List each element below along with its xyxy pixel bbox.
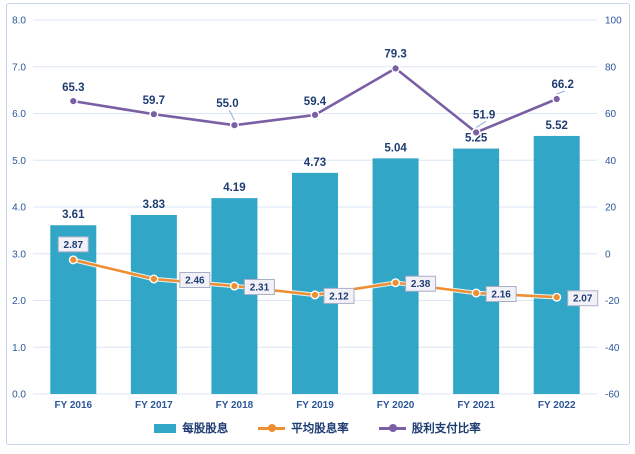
point-label-box xyxy=(243,279,275,296)
point-label-box xyxy=(567,290,599,307)
line-dot-marker xyxy=(388,424,397,432)
legend-item-label: 股利支付比率 xyxy=(411,423,481,435)
point-label-box xyxy=(485,286,517,303)
point-label: 2.07 xyxy=(573,294,593,305)
line-dot-icon xyxy=(378,424,406,432)
bar xyxy=(211,198,258,394)
bar xyxy=(533,135,580,394)
category-label: FY 2019 xyxy=(296,400,334,411)
legend-item-average-dividend-yield: 平均股息率 xyxy=(258,420,349,436)
right-axis-tick-label: 0 xyxy=(605,249,611,260)
right-axis-tick-label: -40 xyxy=(605,343,620,354)
bar-value-label: 5.52 xyxy=(546,120,568,132)
line-point xyxy=(149,274,159,284)
point-label-box xyxy=(323,287,355,304)
right-axis-tick-label: -20 xyxy=(605,296,620,307)
right-axis-tick-label: 20 xyxy=(605,203,617,214)
left-axis-tick-label: 6.0 xyxy=(12,109,26,120)
line-point xyxy=(229,120,239,130)
point-label: 2.46 xyxy=(185,275,205,286)
legend-item-label: 每股股息 xyxy=(182,423,229,435)
bar-value-label: 4.19 xyxy=(223,182,245,194)
bar xyxy=(130,214,177,394)
bar-swatch-icon xyxy=(154,423,177,433)
bar xyxy=(50,225,97,394)
left-axis-tick-label: 4.0 xyxy=(12,203,26,214)
point-label: 66.2 xyxy=(552,79,574,91)
point-label: 59.7 xyxy=(143,95,165,107)
point-label-box xyxy=(179,271,211,288)
bar xyxy=(453,148,500,394)
left-axis-tick-label: 5.0 xyxy=(12,156,26,167)
right-axis-tick-label: 40 xyxy=(605,156,617,167)
line-point xyxy=(552,292,562,302)
leader-line xyxy=(556,90,565,95)
bar xyxy=(292,172,338,394)
right-axis-tick-label: 80 xyxy=(605,62,617,73)
point-label: 59.4 xyxy=(304,96,327,108)
line-point xyxy=(552,94,562,104)
legend-item-label: 平均股息率 xyxy=(291,423,349,435)
bar-value-label: 3.83 xyxy=(143,199,165,211)
left-axis-tick-label: 0.0 xyxy=(12,390,26,401)
line-point xyxy=(68,96,78,106)
right-axis-tick-label: -60 xyxy=(605,390,620,401)
line-point xyxy=(310,290,320,300)
bar-value-label: 4.73 xyxy=(304,157,326,169)
right-axis-tick-label: 60 xyxy=(605,109,617,120)
point-label: 55.0 xyxy=(216,98,238,110)
line-dot-icon xyxy=(258,424,286,432)
legend-item-dividend-payout-ratio: 股利支付比率 xyxy=(378,420,481,436)
left-axis-tick-label: 8.0 xyxy=(12,16,26,27)
point-label: 2.16 xyxy=(491,290,511,301)
line-dot-marker xyxy=(268,424,277,432)
category-label: FY 2018 xyxy=(216,400,254,411)
legend: 每股股息 平均股息率 股利支付比率 xyxy=(0,420,635,436)
line-point xyxy=(310,110,320,120)
point-label: 2.87 xyxy=(64,240,84,251)
point-label: 51.9 xyxy=(473,109,495,121)
left-axis-tick-label: 1.0 xyxy=(12,343,26,354)
category-label: FY 2017 xyxy=(135,400,173,411)
line-point xyxy=(471,288,481,298)
leader-line xyxy=(228,109,235,121)
line-point xyxy=(149,109,159,119)
line-point xyxy=(68,255,78,265)
left-axis-tick-label: 3.0 xyxy=(12,249,26,260)
left-axis-tick-label: 7.0 xyxy=(12,62,26,73)
right-axis-tick-label: 100 xyxy=(605,16,622,27)
point-label: 65.3 xyxy=(62,82,84,94)
line-point xyxy=(391,278,401,288)
line-point xyxy=(471,127,481,137)
legend-item-dividend-per-share: 每股股息 xyxy=(154,420,228,436)
leader-line xyxy=(475,121,487,128)
point-label-box xyxy=(405,275,437,292)
category-label: FY 2016 xyxy=(54,400,92,411)
point-label: 2.38 xyxy=(411,279,431,290)
point-label-box xyxy=(57,236,89,253)
line-point xyxy=(391,63,401,73)
left-axis-tick-label: 2.0 xyxy=(12,296,26,307)
point-label: 2.31 xyxy=(250,283,270,294)
point-label: 2.12 xyxy=(329,291,349,302)
category-label: FY 2021 xyxy=(457,400,495,411)
line-point xyxy=(229,281,239,291)
bar-value-label: 3.61 xyxy=(62,209,85,221)
bar-value-label: 5.25 xyxy=(465,133,488,145)
category-label: FY 2020 xyxy=(377,400,415,411)
category-label: FY 2022 xyxy=(538,400,576,411)
bar-value-label: 5.04 xyxy=(384,142,407,154)
point-label: 79.3 xyxy=(384,48,406,60)
